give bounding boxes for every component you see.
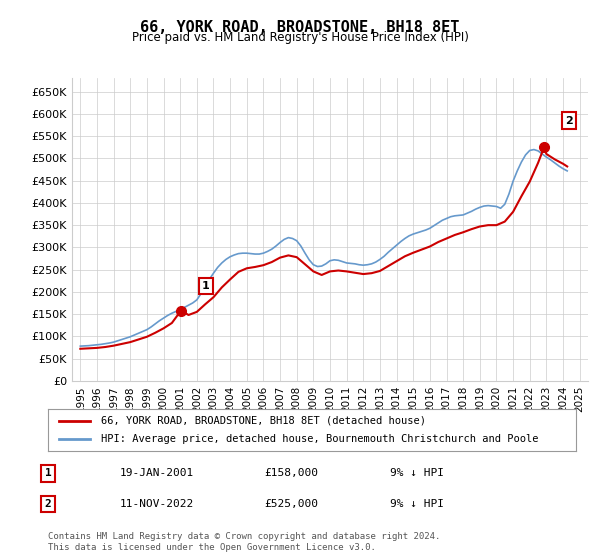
Text: Price paid vs. HM Land Registry's House Price Index (HPI): Price paid vs. HM Land Registry's House …	[131, 31, 469, 44]
Text: 66, YORK ROAD, BROADSTONE, BH18 8ET: 66, YORK ROAD, BROADSTONE, BH18 8ET	[140, 20, 460, 35]
Text: 2: 2	[44, 499, 52, 509]
Text: 9% ↓ HPI: 9% ↓ HPI	[390, 468, 444, 478]
Text: £158,000: £158,000	[264, 468, 318, 478]
Text: 9% ↓ HPI: 9% ↓ HPI	[390, 499, 444, 509]
Text: 11-NOV-2022: 11-NOV-2022	[120, 499, 194, 509]
Text: 1: 1	[44, 468, 52, 478]
Text: 19-JAN-2001: 19-JAN-2001	[120, 468, 194, 478]
Text: 2: 2	[565, 116, 573, 125]
Text: Contains HM Land Registry data © Crown copyright and database right 2024.
This d: Contains HM Land Registry data © Crown c…	[48, 532, 440, 552]
Text: HPI: Average price, detached house, Bournemouth Christchurch and Poole: HPI: Average price, detached house, Bour…	[101, 434, 538, 444]
Text: 1: 1	[202, 281, 210, 291]
Text: 66, YORK ROAD, BROADSTONE, BH18 8ET (detached house): 66, YORK ROAD, BROADSTONE, BH18 8ET (det…	[101, 416, 426, 426]
Text: £525,000: £525,000	[264, 499, 318, 509]
